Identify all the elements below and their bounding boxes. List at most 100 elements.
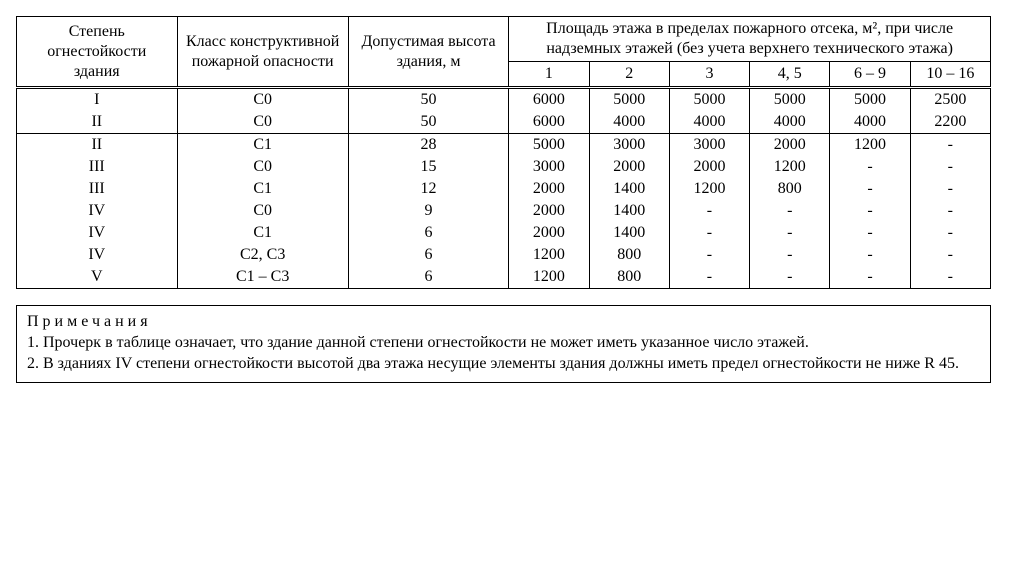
cell-class: C0	[177, 156, 348, 178]
cell-degree: III	[17, 156, 178, 178]
cell-f2: 1400	[589, 222, 669, 244]
cell-f45: 1200	[750, 156, 830, 178]
cell-f1: 6000	[509, 111, 589, 134]
table-header: Степень огнестойкости здания Класс конст…	[17, 17, 991, 88]
cell-degree: IV	[17, 200, 178, 222]
table-row: IIIC0153000200020001200--	[17, 156, 991, 178]
cell-f1016: -	[910, 156, 990, 178]
cell-class: C1	[177, 222, 348, 244]
cell-f1016: -	[910, 222, 990, 244]
cell-f1: 2000	[509, 178, 589, 200]
header-height: Допустимая высота здания, м	[348, 17, 509, 88]
notes-box: Примечания 1. Прочерк в таблице означает…	[16, 305, 991, 383]
cell-f3: -	[669, 200, 749, 222]
cell-f45: -	[750, 244, 830, 266]
table-row: VC1 – C361200800----	[17, 266, 991, 289]
cell-f2: 800	[589, 244, 669, 266]
table-row: IIC12850003000300020001200-	[17, 134, 991, 157]
cell-f1016: -	[910, 200, 990, 222]
cell-f3: -	[669, 222, 749, 244]
header-floors-4-5: 4, 5	[750, 62, 830, 88]
cell-f1: 5000	[509, 134, 589, 157]
header-floors-6-9: 6 – 9	[830, 62, 910, 88]
cell-f45: 800	[750, 178, 830, 200]
cell-height: 15	[348, 156, 509, 178]
cell-f3: -	[669, 244, 749, 266]
cell-f69: 1200	[830, 134, 910, 157]
cell-height: 6	[348, 244, 509, 266]
table-body: IC050600050005000500050002500IIC05060004…	[17, 88, 991, 289]
cell-height: 9	[348, 200, 509, 222]
cell-f45: 5000	[750, 88, 830, 112]
cell-f1: 6000	[509, 88, 589, 112]
cell-f1016: -	[910, 178, 990, 200]
cell-f2: 800	[589, 266, 669, 289]
cell-f2: 2000	[589, 156, 669, 178]
cell-class: C0	[177, 88, 348, 112]
cell-f3: 5000	[669, 88, 749, 112]
header-floors-2: 2	[589, 62, 669, 88]
cell-f1016: -	[910, 134, 990, 157]
cell-class: C1 – C3	[177, 266, 348, 289]
cell-degree: IV	[17, 244, 178, 266]
cell-f69: -	[830, 156, 910, 178]
table-row: IIC050600040004000400040002200	[17, 111, 991, 134]
cell-degree: II	[17, 111, 178, 134]
cell-class: C1	[177, 134, 348, 157]
cell-class: C1	[177, 178, 348, 200]
cell-f3: 3000	[669, 134, 749, 157]
cell-class: C0	[177, 111, 348, 134]
cell-f3: -	[669, 266, 749, 289]
notes-title: Примечания	[27, 312, 980, 333]
cell-f2: 1400	[589, 178, 669, 200]
cell-height: 12	[348, 178, 509, 200]
cell-f2: 5000	[589, 88, 669, 112]
cell-f69: -	[830, 222, 910, 244]
cell-f3: 1200	[669, 178, 749, 200]
table-row: IVC0920001400----	[17, 200, 991, 222]
cell-f1: 2000	[509, 200, 589, 222]
cell-f1: 3000	[509, 156, 589, 178]
cell-f3: 2000	[669, 156, 749, 178]
table-row: IIIC112200014001200800--	[17, 178, 991, 200]
cell-f69: -	[830, 266, 910, 289]
cell-f1016: 2200	[910, 111, 990, 134]
cell-f69: -	[830, 200, 910, 222]
cell-f1016: -	[910, 266, 990, 289]
cell-f45: -	[750, 266, 830, 289]
cell-f69: -	[830, 244, 910, 266]
cell-f69: -	[830, 178, 910, 200]
cell-height: 6	[348, 266, 509, 289]
cell-f45: -	[750, 200, 830, 222]
cell-f45: 2000	[750, 134, 830, 157]
cell-height: 28	[348, 134, 509, 157]
header-class: Класс конструктивной пожарной опасности	[177, 17, 348, 88]
note-1: 1. Прочерк в таблице означает, что здани…	[27, 333, 980, 354]
cell-degree: III	[17, 178, 178, 200]
note-2: 2. В зданиях IV степени огнестойкости вы…	[27, 354, 980, 375]
cell-height: 50	[348, 111, 509, 134]
cell-degree: I	[17, 88, 178, 112]
cell-f1: 1200	[509, 244, 589, 266]
cell-f2: 3000	[589, 134, 669, 157]
cell-class: C0	[177, 200, 348, 222]
header-floors-3: 3	[669, 62, 749, 88]
cell-class: C2, C3	[177, 244, 348, 266]
cell-f2: 4000	[589, 111, 669, 134]
cell-f45: 4000	[750, 111, 830, 134]
cell-degree: II	[17, 134, 178, 157]
fire-resistance-table: Степень огнестойкости здания Класс конст…	[16, 16, 991, 289]
table-row: IVC1620001400----	[17, 222, 991, 244]
cell-f1: 1200	[509, 266, 589, 289]
cell-f1: 2000	[509, 222, 589, 244]
cell-f69: 5000	[830, 88, 910, 112]
table-row: IC050600050005000500050002500	[17, 88, 991, 112]
header-floors-10-16: 10 – 16	[910, 62, 990, 88]
cell-degree: IV	[17, 222, 178, 244]
header-area-span: Площадь этажа в пределах пожарного отсек…	[509, 17, 991, 62]
cell-f1016: -	[910, 244, 990, 266]
header-degree: Степень огнестойкости здания	[17, 17, 178, 88]
cell-height: 50	[348, 88, 509, 112]
cell-f69: 4000	[830, 111, 910, 134]
cell-height: 6	[348, 222, 509, 244]
